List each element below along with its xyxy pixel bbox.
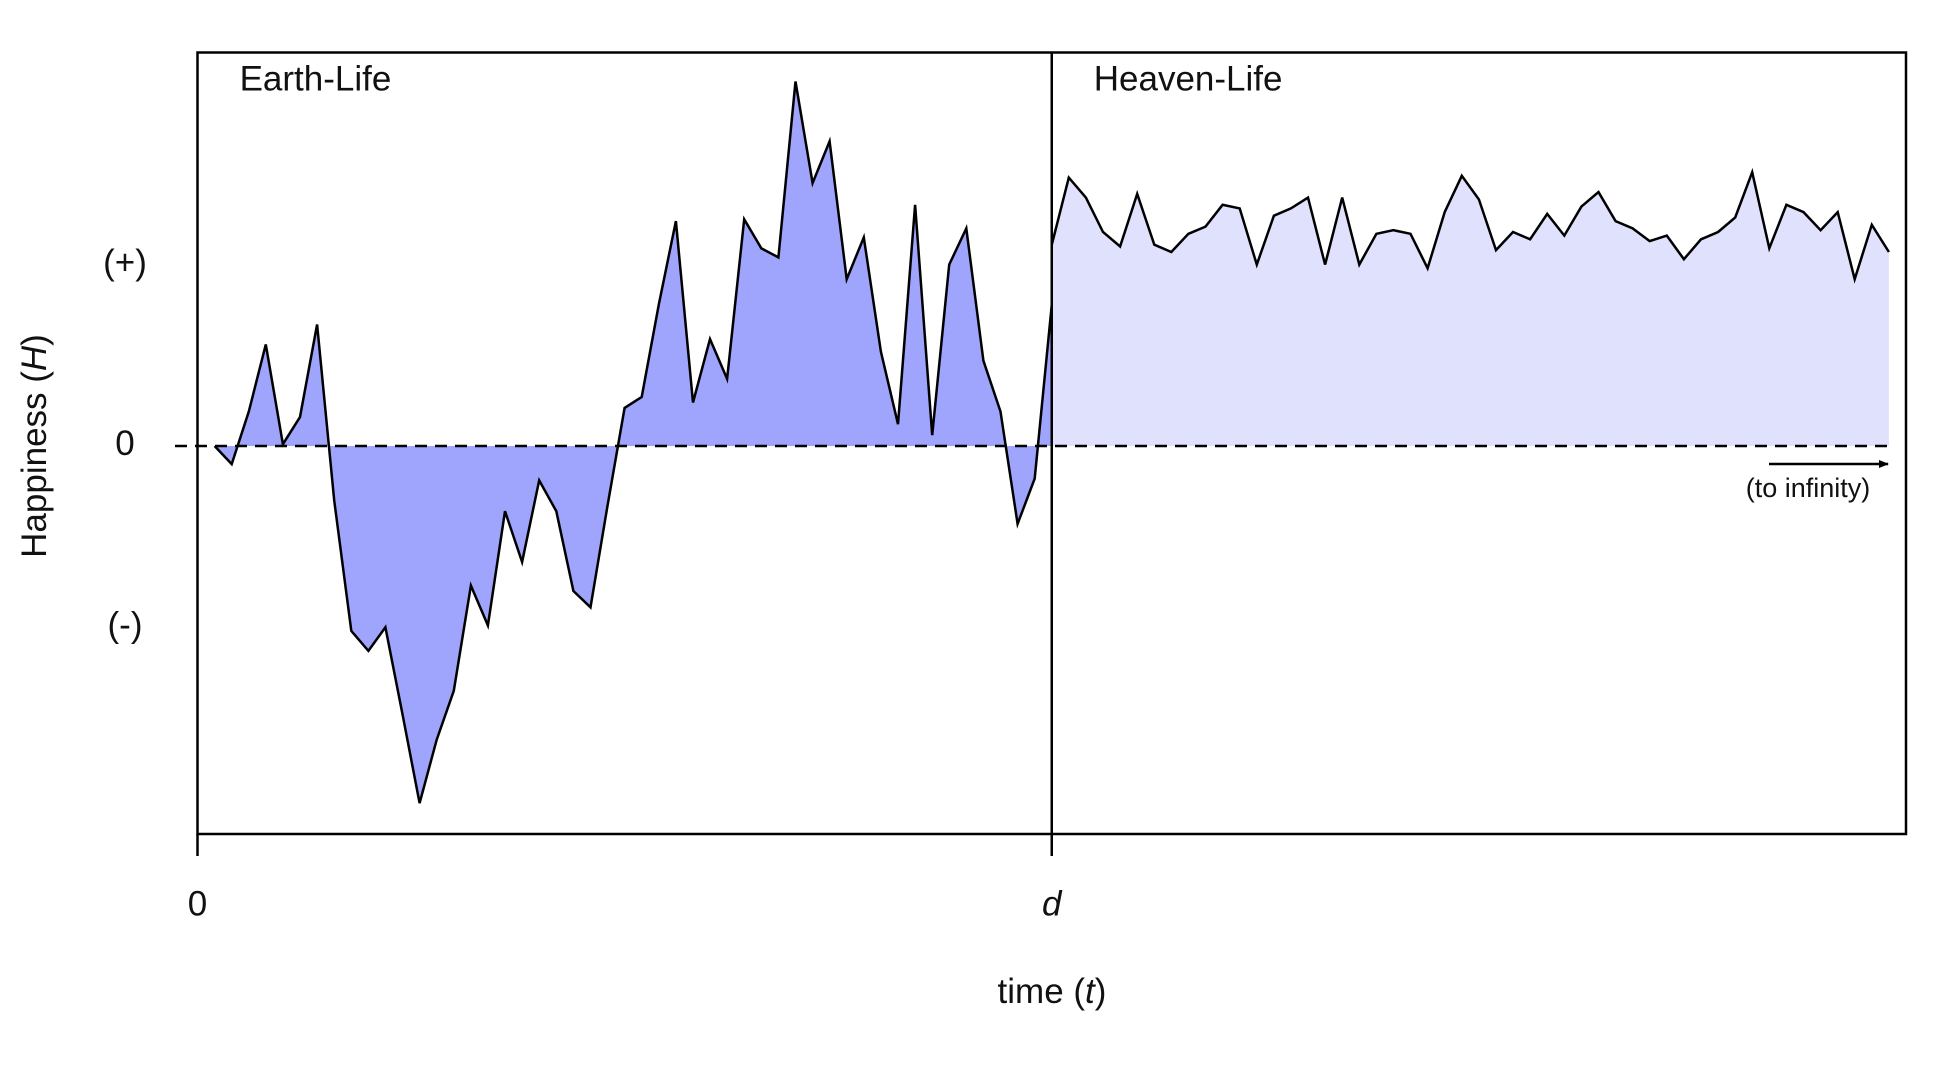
region-label: Earth-Life bbox=[240, 59, 392, 98]
region-label: Heaven-Life bbox=[1094, 59, 1283, 98]
y-label-var: H bbox=[15, 345, 54, 371]
x-tick-label: d bbox=[1042, 884, 1063, 923]
y-axis-label: Happiness (H) bbox=[15, 334, 54, 558]
x-axis-label: time (t) bbox=[998, 972, 1107, 1011]
y-label-text: ) bbox=[15, 334, 54, 346]
plot-frame bbox=[196, 51, 1908, 836]
x-label-text: ) bbox=[1095, 972, 1107, 1011]
annotation: (to infinity) bbox=[1746, 473, 1871, 503]
line bbox=[213, 81, 1054, 804]
y-tick-label: 0 bbox=[115, 424, 134, 463]
areas bbox=[214, 81, 1889, 804]
x-label-var: t bbox=[1085, 972, 1096, 1011]
y-label-text: Happiness ( bbox=[15, 371, 54, 558]
y-tick-label: (-) bbox=[108, 606, 143, 645]
area bbox=[214, 81, 1052, 804]
line bbox=[1050, 167, 1890, 284]
x-tick-label: 0 bbox=[188, 884, 207, 923]
y-tick-label: (+) bbox=[103, 243, 147, 282]
area bbox=[1051, 172, 1889, 446]
foreground: Earth-Life Heaven-Life (+) 0 (-) 0 d bbox=[103, 52, 1890, 923]
x-label-text: time ( bbox=[998, 972, 1086, 1011]
